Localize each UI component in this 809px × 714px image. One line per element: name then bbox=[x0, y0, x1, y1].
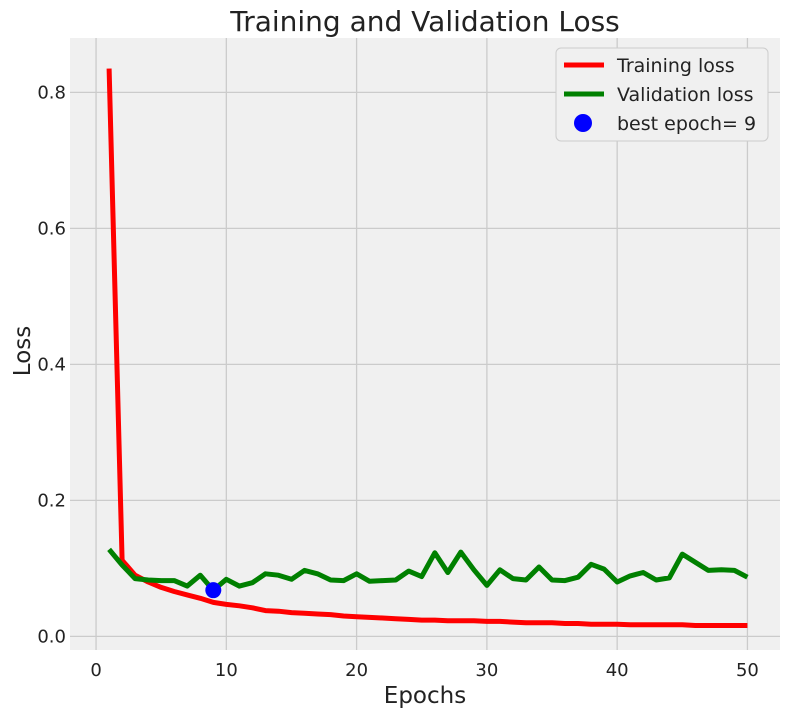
x-tick-label: 30 bbox=[475, 660, 498, 681]
legend-label-best-epoch: best epoch= 9 bbox=[617, 113, 756, 135]
legend: Training loss Validation loss best epoch… bbox=[555, 47, 769, 142]
x-tick-label: 50 bbox=[736, 660, 759, 681]
chart-title: Training and Validation Loss bbox=[229, 5, 620, 38]
y-tick-label: 0.4 bbox=[37, 354, 66, 375]
y-tick-label: 0.0 bbox=[37, 626, 66, 647]
x-tick-label: 10 bbox=[215, 660, 238, 681]
legend-box bbox=[555, 47, 769, 142]
series-lines bbox=[106, 68, 749, 628]
x-tick-label: 20 bbox=[345, 660, 368, 681]
legend-swatch-best-epoch bbox=[574, 114, 592, 132]
axis-ticks: 0 10 20 30 40 50 0.0 0.2 0.4 0.6 0.8 bbox=[37, 82, 759, 681]
legend-label-training: Training loss bbox=[616, 55, 735, 77]
best-epoch-point bbox=[205, 582, 222, 599]
x-tick-label: 40 bbox=[606, 660, 629, 681]
x-axis-label: Epochs bbox=[384, 683, 466, 709]
x-tick-label: 0 bbox=[90, 660, 101, 681]
y-tick-label: 0.8 bbox=[37, 82, 66, 103]
legend-label-validation: Validation loss bbox=[617, 84, 754, 106]
y-tick-label: 0.6 bbox=[37, 218, 66, 239]
training-loss-line bbox=[106, 68, 748, 628]
y-axis-label: Loss bbox=[10, 326, 36, 376]
y-tick-label: 0.2 bbox=[37, 490, 66, 511]
